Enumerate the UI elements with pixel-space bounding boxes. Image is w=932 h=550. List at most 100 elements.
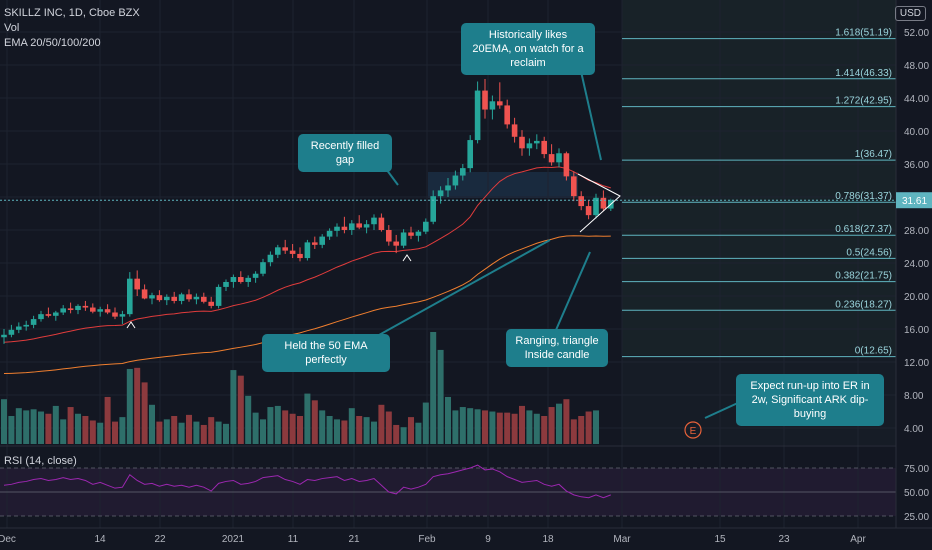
symbol-title[interactable]: SKILLZ INC, 1D, Cboe BZX: [4, 7, 140, 19]
volume-bar: [82, 416, 89, 444]
price-tick-label: 48.00: [904, 61, 929, 72]
volume-bar: [304, 393, 311, 444]
time-label: 18: [542, 534, 554, 545]
volume-bar: [393, 424, 400, 444]
candle-body: [252, 273, 259, 278]
candle-body: [534, 140, 540, 144]
volume-bar: [570, 419, 577, 444]
candle-body: [245, 277, 251, 282]
candle-body: [393, 241, 399, 246]
volume-bar: [282, 410, 289, 444]
pointer-expect: [704, 401, 741, 419]
volume-bar: [60, 419, 67, 444]
volume-bar: [186, 414, 192, 444]
pointer-historically: [577, 57, 602, 161]
candle-body: [186, 294, 192, 300]
volume-bar: [385, 411, 392, 444]
volume-bar: [23, 410, 30, 444]
volume-bar: [519, 405, 525, 444]
earnings-marker-circle: [684, 421, 702, 439]
price-tick-label: 40.00: [904, 127, 929, 138]
time-label: 9: [485, 534, 491, 545]
candle-body: [349, 223, 355, 230]
volume-bar: [171, 416, 178, 444]
fib-label: 1.272(42.95): [835, 96, 892, 107]
volume-bar: [1, 399, 7, 444]
ema-label[interactable]: EMA 20/50/100/200: [4, 37, 101, 49]
volume-bar: [578, 416, 585, 444]
time-label: 21: [348, 534, 360, 545]
rsi-label[interactable]: RSI (14, close): [4, 455, 77, 467]
annotations: 31.61 E: [0, 57, 932, 439]
volume-bar: [215, 421, 222, 444]
volume-bar: [163, 419, 170, 444]
candle-body: [482, 90, 488, 110]
volume-bar: [289, 413, 296, 444]
candle-body: [45, 314, 52, 316]
candle-body: [467, 140, 473, 169]
volume-bar: [15, 408, 22, 444]
candle-body: [267, 254, 274, 263]
volume-bar: [97, 422, 104, 444]
volume-bar: [548, 407, 555, 444]
callout-held[interactable]: Held the 50 EMA perfectly: [262, 334, 390, 372]
candle-body: [134, 278, 140, 290]
volume-bar: [415, 422, 422, 444]
volume-bar: [200, 424, 207, 444]
candle-body: [519, 136, 525, 149]
volume-bar: [67, 407, 74, 444]
volume-bar: [474, 409, 481, 444]
candle-body: [193, 296, 200, 300]
callout-expect[interactable]: Expect run-up into ER in 2w, Significant…: [736, 374, 884, 426]
volume-bar: [504, 412, 511, 444]
volume-bar: [260, 419, 266, 444]
time-label: 11: [288, 534, 299, 545]
candle-body: [312, 242, 318, 245]
fib-label: 1.414(46.33): [835, 68, 892, 79]
candle-body: [112, 312, 118, 317]
candle-body: [541, 140, 547, 155]
volume-bar: [245, 395, 252, 444]
candle-body: [563, 153, 570, 177]
volume-bar: [75, 413, 81, 444]
price-tick-label: 28.00: [904, 226, 929, 237]
fib-levels: 1.618(51.19) 1.414(46.33) 1.272(42.95) 1(36…: [622, 28, 896, 358]
time-label: Dec: [0, 534, 16, 545]
volume-bar: [400, 427, 407, 444]
price-tick-label: 36.00: [904, 160, 929, 171]
candle-body: [504, 105, 510, 125]
volume-bar: [526, 410, 533, 444]
volume-bar: [112, 421, 118, 444]
vol-label[interactable]: Vol: [4, 22, 20, 34]
callout-gap[interactable]: Recently filled gap: [298, 134, 392, 172]
volume-bar: [267, 407, 274, 444]
candle-body: [67, 308, 74, 311]
callout-historically[interactable]: Historically likes 20EMA, on watch for a…: [461, 23, 595, 75]
volume-bar: [30, 409, 37, 444]
candle-body: [423, 221, 429, 232]
volume-bar: [252, 412, 259, 444]
volume-bar: [422, 402, 429, 444]
currency-button[interactable]: USD: [894, 6, 926, 21]
volume-bar: [141, 382, 148, 444]
price-tick-label: 20.00: [904, 292, 929, 303]
volume-bar: [437, 349, 444, 444]
volume-bar: [371, 421, 377, 444]
callout-ranging[interactable]: Ranging, triangle Inside candle: [506, 329, 608, 367]
price-tick-label: 16.00: [904, 325, 929, 336]
volume-bar: [38, 411, 44, 444]
volume-bar: [208, 417, 215, 444]
volume-bar: [452, 410, 459, 444]
volume-bar: [341, 420, 348, 444]
candle-body: [75, 305, 81, 311]
time-label: 23: [778, 534, 790, 545]
volume-bar: [363, 417, 370, 444]
candle-body: [585, 206, 592, 216]
volume-bar: [326, 416, 333, 444]
candle-body: [30, 319, 37, 325]
last-price-label: 31.61: [902, 196, 927, 207]
volume-bar: [459, 407, 466, 444]
candle-body: [371, 217, 377, 225]
time-label: 14: [94, 534, 106, 545]
